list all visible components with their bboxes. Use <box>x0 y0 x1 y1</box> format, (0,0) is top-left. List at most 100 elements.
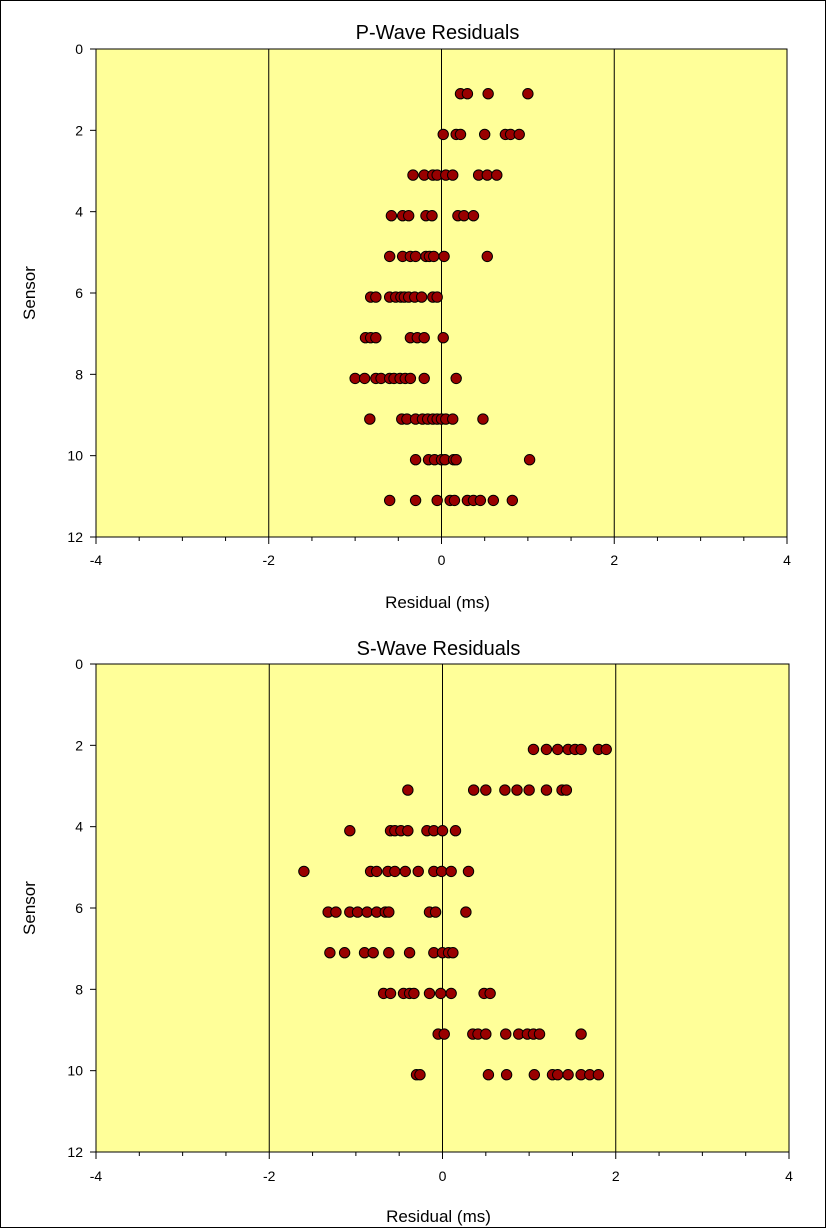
chart-title: P-Wave Residuals <box>356 22 520 44</box>
data-point <box>370 291 382 303</box>
data-point <box>428 250 440 263</box>
data-point <box>408 987 420 1000</box>
data-point <box>399 865 411 878</box>
x-tick-label: -4 <box>90 552 103 568</box>
y-tick-label: 12 <box>67 529 83 545</box>
y-tick-label: 2 <box>75 737 83 753</box>
data-point <box>402 784 414 796</box>
y-tick-label: 6 <box>75 900 83 916</box>
y-tick-label: 2 <box>75 122 83 138</box>
data-point <box>467 784 480 796</box>
data-point <box>447 947 459 959</box>
data-point <box>467 210 480 222</box>
data-point <box>418 372 430 385</box>
data-point <box>409 494 422 507</box>
data-point <box>480 1028 492 1040</box>
y-axis-label: Sensor <box>20 881 39 935</box>
x-tick-label: 2 <box>612 1168 620 1184</box>
y-tick-label: 0 <box>75 656 83 672</box>
data-point <box>461 88 474 100</box>
data-point <box>533 1028 546 1040</box>
data-point <box>407 169 419 181</box>
y-tick-label: 12 <box>67 1144 83 1160</box>
data-point <box>445 987 457 1000</box>
data-point <box>404 372 417 385</box>
data-point <box>528 1069 541 1081</box>
data-point <box>540 743 553 756</box>
data-point <box>361 906 373 918</box>
data-point <box>402 825 414 837</box>
data-point <box>592 1069 605 1081</box>
data-point <box>575 1028 587 1040</box>
data-point <box>523 784 535 796</box>
data-point <box>491 169 503 181</box>
x-tick-label: -2 <box>263 552 276 568</box>
data-point <box>482 1069 495 1081</box>
data-point <box>435 865 448 878</box>
data-point <box>477 413 489 425</box>
data-point <box>447 169 459 181</box>
data-point <box>383 250 396 263</box>
y-tick-label: 4 <box>75 204 83 220</box>
data-point <box>409 250 422 263</box>
data-point <box>522 88 534 100</box>
data-point <box>412 865 424 878</box>
y-tick-label: 8 <box>75 366 83 382</box>
chart-panel-1: -4 -2 0 2 4 0 2 4 6 8 10 12 P-Wave Residuals Residual… <box>20 22 791 612</box>
x-axis-label: Residual (ms) <box>386 1207 491 1226</box>
x-tick-label: 4 <box>785 1168 793 1184</box>
x-axis-label: Residual (ms) <box>385 593 490 612</box>
data-point <box>500 1069 513 1081</box>
y-tick-label: 10 <box>67 1063 83 1079</box>
data-point <box>364 413 376 425</box>
data-point <box>511 784 523 796</box>
data-point <box>500 1028 512 1040</box>
data-point <box>383 947 395 959</box>
data-point <box>438 250 450 263</box>
x-tick-label: -4 <box>90 1168 103 1184</box>
data-point <box>506 494 519 507</box>
data-point <box>499 784 511 796</box>
data-point <box>423 987 436 1000</box>
y-tick-label: 4 <box>75 819 83 835</box>
data-point <box>481 169 493 181</box>
data-point <box>437 332 449 344</box>
x-tick-label: 4 <box>783 552 791 568</box>
data-point <box>436 825 449 837</box>
data-point <box>450 454 462 466</box>
data-point <box>351 906 364 918</box>
data-point <box>298 865 310 878</box>
data-point <box>445 865 457 878</box>
y-tick-label: 0 <box>75 41 83 57</box>
x-tick-label: 0 <box>438 552 446 568</box>
x-tick-label: -2 <box>263 1168 276 1184</box>
data-point <box>575 743 587 756</box>
data-point <box>552 1069 564 1081</box>
data-point <box>402 210 415 222</box>
data-point <box>448 494 461 507</box>
data-point <box>458 210 470 222</box>
data-point <box>383 906 395 918</box>
data-point <box>482 88 494 100</box>
data-point <box>447 413 459 425</box>
data-point <box>415 291 428 303</box>
data-point <box>367 947 379 959</box>
data-point <box>414 1069 426 1081</box>
x-tick-label: 0 <box>439 1168 447 1184</box>
data-point <box>513 128 525 141</box>
y-tick-label: 6 <box>75 285 83 301</box>
data-point <box>462 865 475 878</box>
data-point <box>435 987 447 1000</box>
data-point <box>409 454 422 466</box>
data-point <box>600 743 612 756</box>
y-tick-label: 10 <box>67 448 83 464</box>
data-point <box>450 372 462 385</box>
data-point <box>338 947 351 959</box>
data-point <box>370 332 382 344</box>
data-point <box>384 987 397 1000</box>
data-point <box>438 1028 450 1040</box>
data-point <box>429 906 442 918</box>
data-point <box>523 454 536 466</box>
